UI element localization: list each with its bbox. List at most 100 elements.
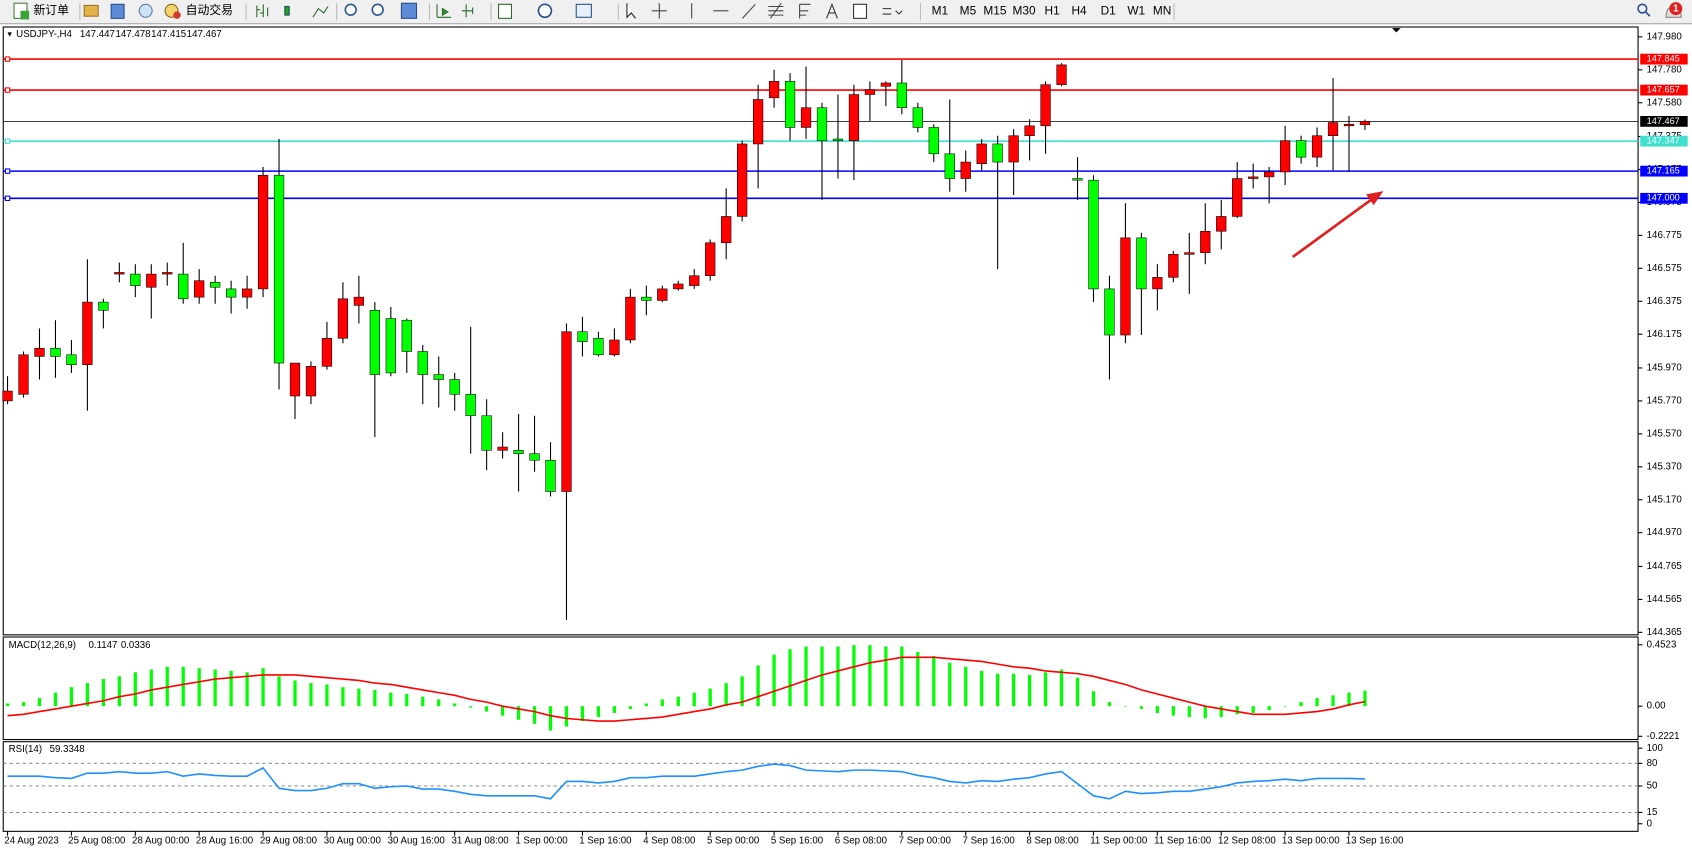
candle-body xyxy=(50,347,61,357)
histogram-bar xyxy=(868,645,872,707)
icon-button[interactable] xyxy=(110,3,125,19)
text-tool[interactable] xyxy=(826,2,838,19)
annotation-arrow xyxy=(1291,191,1384,259)
cursor-tool[interactable] xyxy=(626,3,637,19)
candle-body xyxy=(417,351,428,375)
histogram-bar xyxy=(1075,677,1080,707)
y-tick-label: 146.775 xyxy=(1647,230,1682,241)
icon-button[interactable] xyxy=(256,4,269,18)
periods[interactable] xyxy=(537,3,553,19)
icon-button[interactable] xyxy=(312,6,329,18)
histogram-bar xyxy=(548,706,553,731)
histogram-bar xyxy=(1107,702,1112,707)
timeframe-button[interactable]: M5 xyxy=(954,3,981,20)
level-label: 147.657 xyxy=(1647,85,1680,95)
histogram-bar xyxy=(1139,706,1144,709)
x-tick-label: 11 Sep 00:00 xyxy=(1090,836,1148,847)
button-label: M5 xyxy=(960,3,977,17)
button-bg xyxy=(1149,3,1176,20)
candle-body xyxy=(146,273,157,288)
button-bg xyxy=(1039,3,1066,20)
candle-body xyxy=(1359,121,1371,125)
candle-body xyxy=(673,283,684,290)
timeframe-button[interactable]: W1 xyxy=(1123,3,1150,20)
x-tick-label: 5 Sep 00:00 xyxy=(707,836,760,847)
fibo-tool[interactable] xyxy=(799,3,811,19)
notification-badge xyxy=(1669,2,1683,16)
new-order-button[interactable]: 新订单 xyxy=(13,2,69,20)
zoom-in[interactable] xyxy=(344,3,357,16)
histogram-bar xyxy=(500,706,505,716)
histogram-bar xyxy=(197,668,201,707)
timeframe-button[interactable]: D1 xyxy=(1095,3,1122,20)
label-tool[interactable] xyxy=(853,3,868,19)
candle-body xyxy=(513,450,524,454)
y-tick-label: 144.365 xyxy=(1647,627,1682,638)
x-tick-label: 28 Aug 00:00 xyxy=(132,836,190,847)
icon-button[interactable] xyxy=(83,4,99,17)
histogram-bar xyxy=(948,662,952,707)
timeframe-button[interactable]: M15 xyxy=(981,3,1008,20)
chart-shift[interactable] xyxy=(461,4,474,18)
button-bg xyxy=(981,3,1008,20)
button-label: M15 xyxy=(983,3,1006,17)
candle-body xyxy=(2,390,13,402)
button-bg xyxy=(1011,3,1037,20)
candle-body xyxy=(481,415,492,451)
histogram-bar xyxy=(293,680,297,707)
histogram-bar xyxy=(437,699,441,707)
icon-button[interactable] xyxy=(284,5,290,16)
histogram-bar xyxy=(820,646,824,707)
histogram-bar xyxy=(980,670,984,707)
candle-body xyxy=(321,338,333,367)
histogram-bar xyxy=(1219,706,1223,718)
search-button[interactable] xyxy=(1637,3,1648,14)
candle-body xyxy=(641,296,652,301)
arrows-tool[interactable] xyxy=(882,8,903,15)
candle-body xyxy=(816,107,828,141)
histogram-bar xyxy=(245,672,249,707)
channel-tool[interactable] xyxy=(768,2,784,19)
timeframe-button[interactable]: M30 xyxy=(1011,3,1037,20)
icon-button[interactable] xyxy=(138,3,153,18)
zoom-out[interactable] xyxy=(371,3,384,16)
histogram-bar xyxy=(453,703,457,707)
level-label-bg xyxy=(1640,84,1688,96)
candle-body xyxy=(241,288,253,298)
histogram-bar xyxy=(756,665,760,707)
histogram-bar xyxy=(644,703,648,707)
histogram-bar xyxy=(69,687,74,707)
auto-trading-button[interactable]: 自动交易 xyxy=(164,3,233,19)
trendline-tool[interactable] xyxy=(742,3,756,19)
indicators[interactable] xyxy=(497,3,513,19)
crosshair-tool[interactable] xyxy=(651,3,667,19)
tile-windows[interactable] xyxy=(400,2,418,19)
candle-body xyxy=(880,82,892,87)
histogram-bar xyxy=(516,706,521,720)
button-bg xyxy=(1095,3,1122,20)
histogram-bar xyxy=(1091,691,1096,707)
candle-body xyxy=(289,362,301,397)
candle-body xyxy=(1168,254,1179,278)
candle-body xyxy=(1136,237,1147,290)
histogram-bar xyxy=(1267,706,1271,711)
templates[interactable] xyxy=(575,3,592,18)
symbol-menu-arrow xyxy=(7,32,12,37)
timeframe-button[interactable]: M1 xyxy=(926,3,953,20)
bid-label-bg xyxy=(1640,115,1688,127)
level-label-bg xyxy=(1640,192,1688,204)
button-label: M1 xyxy=(932,3,949,17)
candle-body xyxy=(1152,277,1163,290)
candle-body xyxy=(1248,176,1259,179)
candle-body xyxy=(992,143,1003,163)
timeframe-button[interactable]: H1 xyxy=(1039,3,1066,20)
timeframe-button[interactable]: H4 xyxy=(1066,3,1093,20)
timeframe-button[interactable]: MN xyxy=(1149,3,1176,20)
auto-scroll[interactable] xyxy=(436,4,452,18)
y-tick-label: 145.570 xyxy=(1647,428,1683,439)
histogram-bar xyxy=(341,687,345,707)
x-tick-label: 4 Sep 08:00 xyxy=(643,836,696,847)
level-label-bg xyxy=(1640,53,1688,65)
